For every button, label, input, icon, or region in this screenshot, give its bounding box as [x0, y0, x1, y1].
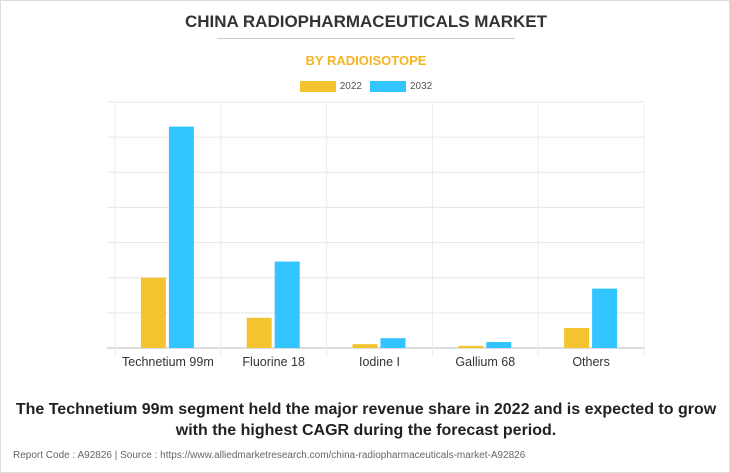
bar-2022 [246, 317, 272, 348]
footer-source: Report Code : A92826 | Source : https://… [13, 450, 526, 461]
caption: The Technetium 99m segment held the majo… [15, 401, 717, 439]
chart-title: CHINA RADIOPHARMACEUTICALS MARKET [184, 12, 548, 31]
title-divider [217, 38, 515, 39]
chart-subtitle: BY RADIOISOTOPE [305, 53, 427, 68]
bar-2022 [564, 327, 590, 348]
x-tick-label: Gallium 68 [455, 355, 515, 369]
legend-swatch-2022 [299, 81, 336, 92]
x-tick-label: Fluorine 18 [242, 355, 305, 369]
x-tick-label: Iodine I [359, 355, 400, 369]
bar-2022 [140, 277, 166, 348]
plot-area: Technetium 99m Fluorine 18 Iodine I Gallium… [107, 101, 645, 369]
legend: 2022 2032 [1, 81, 729, 93]
bar-2032 [168, 126, 194, 348]
legend-label: 2022 [339, 81, 362, 93]
bar-2032 [486, 342, 512, 348]
x-tick-label: Technetium 99m [122, 355, 214, 369]
bar-2032 [380, 338, 406, 348]
bar-2032 [274, 261, 300, 348]
bar-2032 [592, 288, 618, 348]
bar-2022 [352, 344, 378, 348]
legend-item-2032[interactable]: 2032 [370, 81, 432, 92]
x-tick-label: Others [572, 355, 610, 369]
legend-item-2022[interactable]: 2022 [299, 81, 362, 93]
legend-label: 2032 [410, 81, 433, 93]
legend-swatch-2032 [370, 81, 406, 92]
bar-2022 [458, 345, 484, 348]
